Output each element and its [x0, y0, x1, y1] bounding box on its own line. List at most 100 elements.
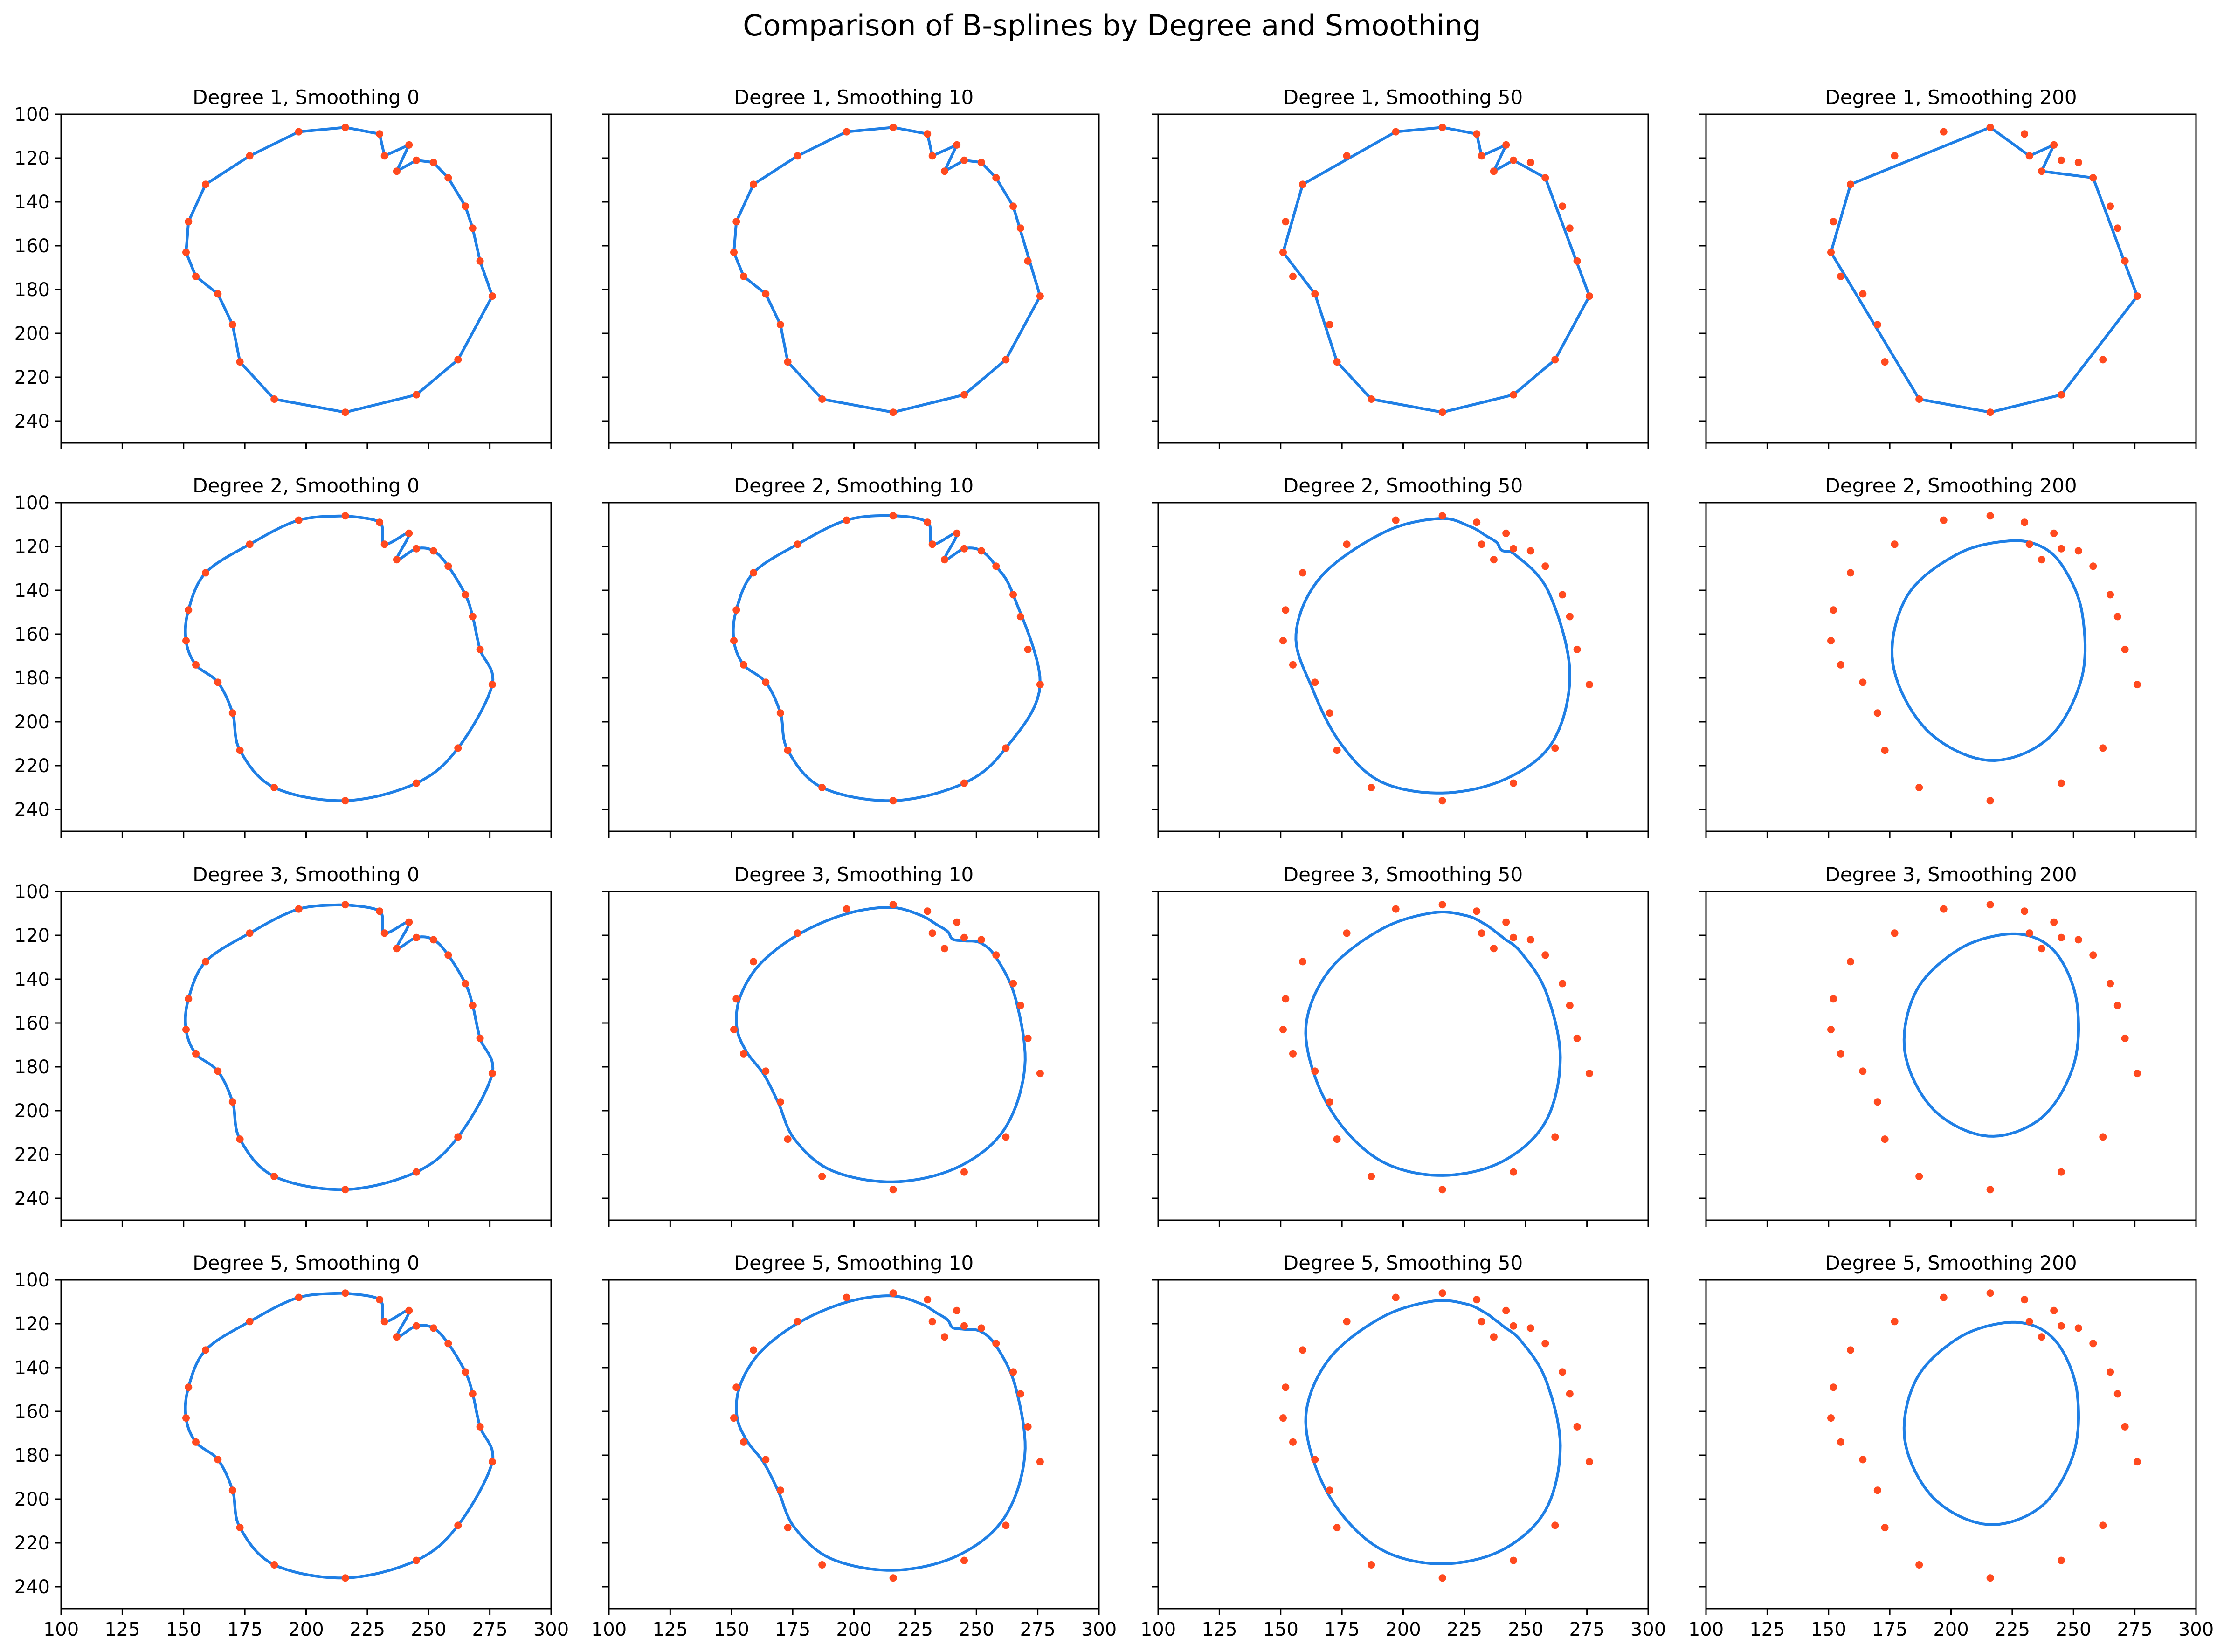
x-tick-label: 250 [411, 1619, 446, 1640]
data-point [2099, 1133, 2107, 1141]
y-tick-label: 200 [14, 323, 50, 345]
spline-curve [1830, 126, 2139, 414]
subplot-title: Degree 1, Smoothing 200 [1825, 86, 2077, 109]
y-tick-label: 160 [14, 1401, 50, 1423]
data-point [2074, 159, 2082, 166]
data-point [1830, 606, 1837, 614]
subplot-title: Degree 2, Smoothing 10 [734, 474, 974, 497]
data-point [740, 1050, 747, 1058]
data-point [1343, 540, 1351, 548]
data-point [928, 540, 936, 548]
data-point [1566, 1002, 1574, 1009]
data-point [1859, 290, 1867, 298]
data-point [740, 661, 747, 669]
data-point [940, 945, 948, 953]
data-point [843, 905, 850, 913]
data-point [762, 290, 770, 298]
data-point [1881, 358, 1889, 366]
y-tick-label: 140 [14, 580, 50, 601]
x-tick-label: 250 [2056, 1619, 2091, 1640]
data-point [977, 1324, 985, 1332]
subplot-1-4: Degree 1, Smoothing 200 [1699, 86, 2197, 449]
spline-curve [1902, 932, 2080, 1138]
data-point [794, 540, 801, 548]
x-tick-label: 175 [1872, 1619, 1907, 1640]
data-point [1016, 1390, 1024, 1398]
data-point [1343, 152, 1351, 160]
data-point [1827, 249, 1835, 256]
plot-frame [1157, 502, 1649, 832]
data-point [2058, 1556, 2065, 1564]
data-point [2058, 391, 2065, 399]
subplot-title: Degree 3, Smoothing 10 [734, 863, 974, 886]
data-point [2021, 907, 2029, 915]
x-tick-label: 250 [1508, 1619, 1543, 1640]
data-point [393, 556, 401, 564]
data-point [1502, 1306, 1510, 1314]
data-point [784, 747, 792, 754]
data-point [1559, 202, 1567, 210]
data-point [454, 1133, 462, 1141]
data-point [341, 1289, 349, 1297]
data-point [376, 1296, 384, 1304]
spline-curve [1294, 517, 1571, 795]
subplot-title: Degree 1, Smoothing 10 [734, 86, 974, 109]
data-point [762, 1456, 770, 1464]
data-point [295, 1293, 303, 1301]
data-point [1333, 747, 1341, 754]
data-point [462, 202, 470, 210]
subplot-4-2: Degree 5, Smoothing 10 100 125 150 175 200 225… [591, 1251, 1117, 1640]
data-point [1915, 395, 1923, 403]
data-point [1036, 681, 1044, 689]
y-tick-label: 120 [14, 925, 50, 947]
data-point [2025, 929, 2033, 937]
data-point [2021, 518, 2029, 526]
data-point [732, 606, 740, 614]
data-point [236, 1524, 244, 1532]
data-point [1368, 1173, 1375, 1180]
data-point [776, 321, 784, 329]
data-point [1024, 1034, 1032, 1042]
data-point [1837, 661, 1844, 669]
data-point [843, 1293, 850, 1301]
data-point [940, 167, 948, 175]
data-point [2107, 1368, 2114, 1376]
data-point [1299, 958, 1306, 966]
y-tick-label: 120 [14, 148, 50, 169]
data-point [1526, 936, 1534, 944]
data-point [429, 1324, 437, 1332]
data-point [246, 929, 254, 937]
data-point [1827, 637, 1835, 645]
data-point [1585, 1070, 1593, 1078]
data-point [2021, 1296, 2029, 1304]
data-point [1016, 224, 1024, 232]
data-point [1282, 606, 1290, 614]
data-point [889, 1574, 897, 1582]
subplot-title: Degree 3, Smoothing 200 [1825, 863, 2077, 886]
data-point [2089, 174, 2097, 182]
data-point [924, 130, 932, 138]
data-point [1279, 1414, 1287, 1422]
data-point [2089, 1340, 2097, 1348]
data-point [2058, 779, 2065, 787]
data-point [1478, 929, 1485, 937]
y-tick-label: 200 [14, 1489, 50, 1510]
data-point [2121, 257, 2129, 265]
spline-curve [1891, 539, 2087, 762]
data-point [1289, 661, 1297, 669]
spline-curve [185, 126, 494, 414]
data-point [1279, 1026, 1287, 1034]
x-tick-label: 100 [1140, 1619, 1176, 1640]
data-point [413, 156, 420, 164]
data-point [393, 945, 401, 953]
data-point [740, 272, 747, 280]
subplot-3-1: Degree 3, Smoothing 0 100 120 140 160 180 200 2… [14, 863, 552, 1227]
data-point [1438, 408, 1446, 416]
y-tick-label: 100 [14, 881, 50, 903]
plot-frame [1705, 891, 2197, 1221]
data-point [1009, 591, 1017, 599]
data-point [1859, 1456, 1867, 1464]
data-point [202, 180, 209, 188]
spline-curve [732, 514, 1042, 802]
spline-curve [184, 1292, 495, 1580]
